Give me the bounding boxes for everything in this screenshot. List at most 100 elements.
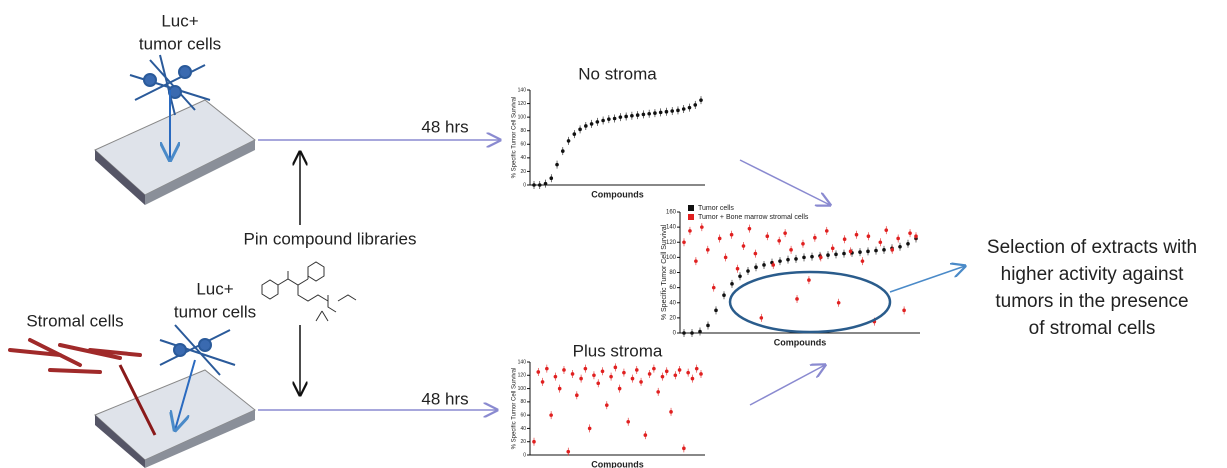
point: [795, 297, 799, 301]
point: [848, 249, 853, 254]
point: [747, 226, 752, 231]
point: [630, 376, 635, 381]
point: [543, 181, 548, 186]
point: [854, 232, 859, 237]
point: [908, 231, 912, 235]
point: [587, 426, 592, 431]
point: [882, 248, 886, 252]
point: [670, 109, 675, 113]
point: [819, 255, 823, 260]
point: [673, 373, 678, 378]
point: [836, 300, 841, 305]
y-tick-label: 140: [518, 359, 527, 365]
label: Luc+: [196, 279, 233, 298]
point: [601, 118, 605, 123]
point: [635, 113, 640, 117]
point: [553, 374, 558, 379]
point: [762, 263, 766, 267]
legend-swatch: [688, 205, 694, 211]
point: [753, 251, 758, 256]
x-axis-label: Compounds: [774, 337, 827, 347]
label: tumors in the presence: [995, 291, 1188, 312]
point: [566, 139, 571, 143]
point: [570, 372, 575, 376]
point: [639, 380, 643, 384]
point: [652, 366, 656, 371]
y-tick-label: 20: [669, 315, 676, 321]
plate-top: [94, 99, 256, 205]
point: [902, 308, 906, 313]
point: [759, 316, 764, 320]
y-tick-label: 160: [666, 210, 677, 216]
point: [624, 114, 628, 119]
point: [807, 278, 811, 282]
point: [682, 331, 686, 335]
point: [802, 255, 806, 260]
y-tick-label: 0: [523, 452, 526, 458]
point: [682, 446, 686, 451]
point: [810, 254, 814, 259]
point: [735, 266, 740, 271]
y-tick-label: 100: [518, 386, 527, 392]
point: [687, 105, 692, 110]
point: [589, 122, 594, 126]
point: [618, 115, 623, 119]
point: [858, 250, 862, 254]
point: [866, 249, 870, 254]
point: [771, 263, 776, 267]
point: [699, 98, 703, 102]
point: [676, 108, 680, 113]
point: [700, 225, 704, 229]
point: [860, 259, 865, 263]
point: [906, 241, 910, 246]
legend-label: Tumor cells: [698, 205, 734, 212]
point: [583, 366, 588, 371]
point: [824, 229, 829, 233]
label: Luc+: [161, 11, 198, 30]
point: [722, 293, 726, 297]
arrow: [889, 266, 965, 293]
y-tick-label: 60: [669, 285, 676, 291]
point: [694, 259, 698, 263]
point: [647, 372, 652, 376]
point: [647, 111, 651, 116]
point: [896, 236, 900, 241]
point: [572, 132, 577, 136]
point: [604, 403, 609, 407]
point: [549, 176, 554, 181]
point: [660, 374, 665, 379]
point: [866, 234, 871, 238]
point: [842, 237, 847, 242]
point: [794, 257, 798, 261]
y-tick-label: 80: [669, 270, 676, 276]
label: Selection of extracts with: [987, 237, 1197, 258]
point: [622, 370, 626, 375]
point: [729, 232, 734, 237]
point: [914, 234, 918, 238]
point: [765, 234, 770, 238]
point: [658, 110, 663, 115]
point: [595, 120, 600, 124]
y-axis-label: % Specific Tumor Cell Survival: [512, 97, 518, 179]
point: [612, 116, 617, 121]
point: [596, 381, 601, 386]
highlight: [728, 270, 892, 334]
point: [664, 369, 669, 374]
point: [540, 380, 545, 384]
point: [688, 229, 692, 233]
point: [536, 370, 541, 374]
legend-swatch: [688, 214, 694, 220]
point: [592, 373, 596, 378]
point: [557, 386, 562, 391]
point: [560, 149, 565, 153]
point: [600, 369, 605, 374]
point: [826, 253, 830, 257]
label: 48 hrs: [421, 117, 468, 136]
tumor-cells-top: [129, 54, 211, 116]
point: [717, 236, 722, 241]
x-axis-label: Compounds: [591, 189, 644, 199]
point: [669, 410, 673, 414]
point: [578, 127, 582, 132]
point: [746, 269, 750, 273]
point: [681, 107, 686, 111]
